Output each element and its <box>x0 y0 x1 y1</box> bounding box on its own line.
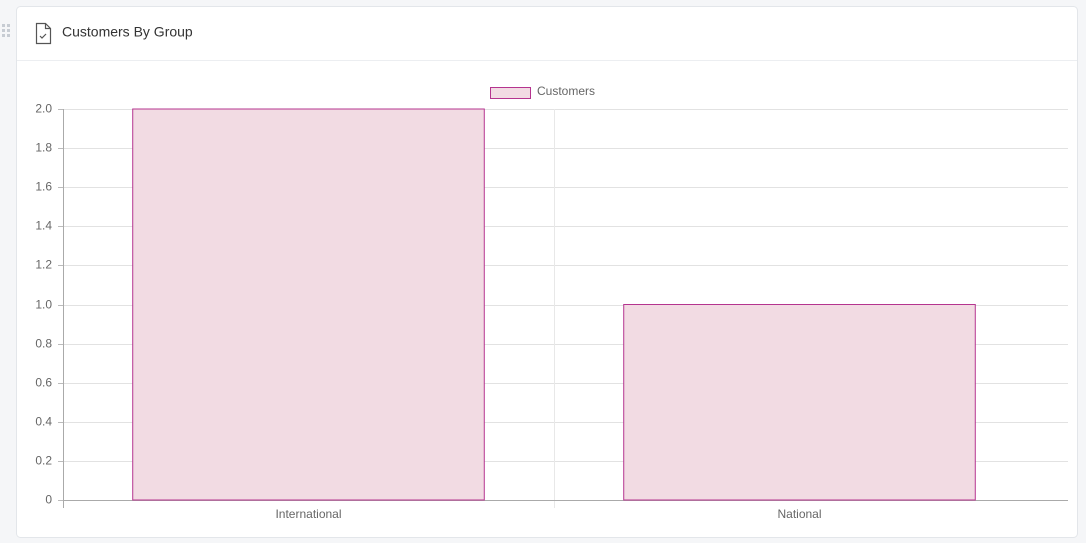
y-tick-label: 0.4 <box>35 415 52 429</box>
y-tick-label: 1.4 <box>35 219 52 233</box>
y-tick-label: 0.2 <box>35 454 52 468</box>
y-tick-label: 1.8 <box>35 141 52 155</box>
legend-swatch <box>490 87 531 99</box>
y-tick-label: 0.8 <box>35 337 52 351</box>
y-tick-label: 1.0 <box>35 298 52 312</box>
y-tick-label: 2.0 <box>35 102 52 116</box>
bar <box>623 304 976 501</box>
x-tick-label: International <box>275 507 341 521</box>
drag-handle[interactable] <box>2 24 10 37</box>
y-tick-label: 0.6 <box>35 376 52 390</box>
y-tick-label: 0 <box>45 493 52 507</box>
document-icon <box>35 22 52 45</box>
legend-label: Customers <box>537 84 595 98</box>
y-tick-label: 1.6 <box>35 180 52 194</box>
y-tick-label: 1.2 <box>35 258 52 272</box>
bar <box>132 108 485 501</box>
x-tick-label: National <box>777 507 821 521</box>
chart-title: Customers By Group <box>62 24 193 40</box>
